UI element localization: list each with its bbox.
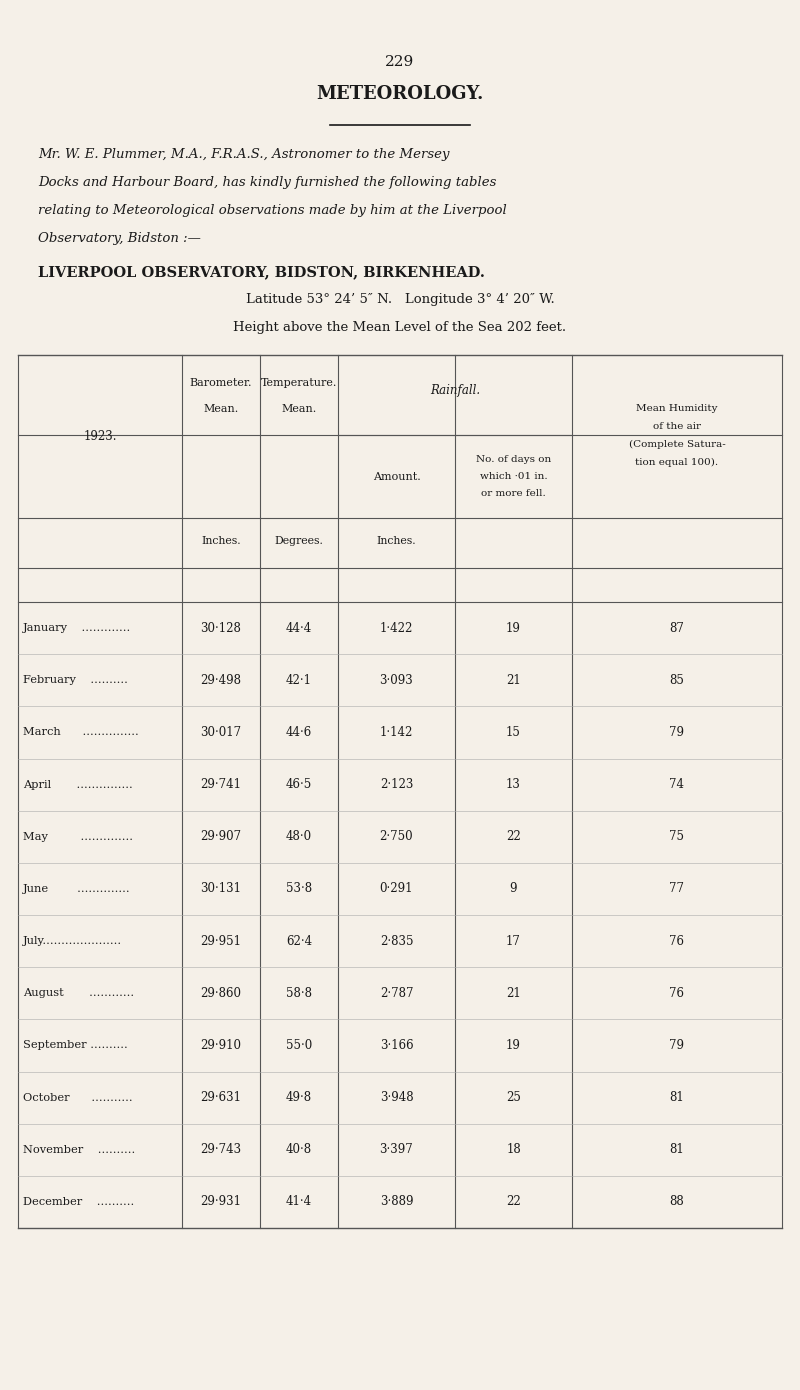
Text: September ..........: September .......... [23, 1041, 128, 1051]
Text: 25: 25 [506, 1091, 521, 1104]
Text: 76: 76 [670, 934, 685, 948]
Text: 76: 76 [670, 987, 685, 999]
Text: 79: 79 [670, 1038, 685, 1052]
Text: 229: 229 [386, 56, 414, 70]
Text: 49·8: 49·8 [286, 1091, 312, 1104]
Text: or more fell.: or more fell. [481, 489, 546, 498]
Text: 30·128: 30·128 [201, 621, 242, 635]
Text: 2·835: 2·835 [380, 934, 414, 948]
Text: Mean.: Mean. [203, 404, 238, 414]
Text: 58·8: 58·8 [286, 987, 312, 999]
Text: 62·4: 62·4 [286, 934, 312, 948]
Text: 29·860: 29·860 [201, 987, 242, 999]
Text: 1923.: 1923. [83, 430, 117, 443]
Text: 48·0: 48·0 [286, 830, 312, 844]
Text: October      ...........: October ........... [23, 1093, 133, 1102]
Text: 74: 74 [670, 778, 685, 791]
Text: tion equal 100).: tion equal 100). [635, 457, 718, 467]
Text: 22: 22 [506, 830, 521, 844]
Text: 81: 81 [670, 1143, 684, 1156]
Text: 41·4: 41·4 [286, 1195, 312, 1208]
Text: 77: 77 [670, 883, 685, 895]
Text: METEOROLOGY.: METEOROLOGY. [316, 85, 484, 103]
Text: 40·8: 40·8 [286, 1143, 312, 1156]
Text: Mean Humidity: Mean Humidity [636, 404, 718, 413]
Text: 75: 75 [670, 830, 685, 844]
Text: 30·017: 30·017 [201, 726, 242, 739]
Text: 88: 88 [670, 1195, 684, 1208]
Text: Inches.: Inches. [201, 537, 241, 546]
Text: 3·948: 3·948 [380, 1091, 414, 1104]
Text: January    .............: January ............. [23, 623, 131, 632]
Text: 29·631: 29·631 [201, 1091, 242, 1104]
Text: Mean.: Mean. [282, 404, 317, 414]
Text: 13: 13 [506, 778, 521, 791]
Text: 3·093: 3·093 [380, 674, 414, 687]
Text: August       ............: August ............ [23, 988, 134, 998]
Text: Observatory, Bidston :—: Observatory, Bidston :— [38, 232, 201, 245]
Text: 29·951: 29·951 [201, 934, 242, 948]
Text: 53·8: 53·8 [286, 883, 312, 895]
Text: Degrees.: Degrees. [274, 537, 323, 546]
Text: No. of days on: No. of days on [476, 455, 551, 464]
Text: 2·750: 2·750 [380, 830, 414, 844]
Text: 3·166: 3·166 [380, 1038, 414, 1052]
Text: 0·291: 0·291 [380, 883, 414, 895]
Text: April       ...............: April ............... [23, 780, 133, 790]
Text: 29·743: 29·743 [201, 1143, 242, 1156]
Text: 44·4: 44·4 [286, 621, 312, 635]
Text: Amount.: Amount. [373, 471, 420, 481]
Text: February    ..........: February .......... [23, 676, 128, 685]
Text: Mr. W. E. Plummer, M.A., F.R.A.S., Astronomer to the Mersey: Mr. W. E. Plummer, M.A., F.R.A.S., Astro… [38, 147, 450, 161]
Text: 1·142: 1·142 [380, 726, 413, 739]
Text: 17: 17 [506, 934, 521, 948]
Text: May         ..............: May .............. [23, 831, 133, 842]
Text: 79: 79 [670, 726, 685, 739]
Text: Rainfall.: Rainfall. [430, 384, 480, 396]
Text: Height above the Mean Level of the Sea 202 feet.: Height above the Mean Level of the Sea 2… [234, 321, 566, 334]
Text: 46·5: 46·5 [286, 778, 312, 791]
Text: 18: 18 [506, 1143, 521, 1156]
Text: 30·131: 30·131 [201, 883, 242, 895]
Text: June        ..............: June .............. [23, 884, 130, 894]
Text: 81: 81 [670, 1091, 684, 1104]
Text: Inches.: Inches. [377, 537, 416, 546]
Text: 29·907: 29·907 [201, 830, 242, 844]
Text: Latitude 53° 24’ 5″ N.   Longitude 3° 4’ 20″ W.: Latitude 53° 24’ 5″ N. Longitude 3° 4’ 2… [246, 293, 554, 306]
Text: which ·01 in.: which ·01 in. [480, 473, 547, 481]
Text: Barometer.: Barometer. [190, 378, 252, 388]
Text: 44·6: 44·6 [286, 726, 312, 739]
Text: relating to Meteorological observations made by him at the Liverpool: relating to Meteorological observations … [38, 204, 506, 217]
Text: 87: 87 [670, 621, 685, 635]
Text: 9: 9 [510, 883, 518, 895]
Text: (Complete Satura-: (Complete Satura- [629, 441, 726, 449]
Text: 21: 21 [506, 674, 521, 687]
Text: of the air: of the air [653, 423, 701, 431]
Text: 42·1: 42·1 [286, 674, 312, 687]
Text: 15: 15 [506, 726, 521, 739]
Text: 2·123: 2·123 [380, 778, 413, 791]
Text: 29·741: 29·741 [201, 778, 242, 791]
Text: July.....................: July..................... [23, 935, 122, 947]
Text: December    ..........: December .......... [23, 1197, 134, 1207]
Text: 19: 19 [506, 1038, 521, 1052]
Text: 55·0: 55·0 [286, 1038, 312, 1052]
Text: 85: 85 [670, 674, 685, 687]
Text: 21: 21 [506, 987, 521, 999]
Text: 2·787: 2·787 [380, 987, 414, 999]
Text: Temperature.: Temperature. [261, 378, 337, 388]
Text: 29·931: 29·931 [201, 1195, 242, 1208]
Text: November    ..........: November .......... [23, 1145, 135, 1155]
Text: 29·910: 29·910 [201, 1038, 242, 1052]
Text: 22: 22 [506, 1195, 521, 1208]
Text: Docks and Harbour Board, has kindly furnished the following tables: Docks and Harbour Board, has kindly furn… [38, 177, 496, 189]
Text: March      ...............: March ............... [23, 727, 138, 738]
Text: 19: 19 [506, 621, 521, 635]
Text: LIVERPOOL OBSERVATORY, BIDSTON, BIRKENHEAD.: LIVERPOOL OBSERVATORY, BIDSTON, BIRKENHE… [38, 265, 485, 279]
Text: 1·422: 1·422 [380, 621, 413, 635]
Text: 3·889: 3·889 [380, 1195, 414, 1208]
Text: 29·498: 29·498 [201, 674, 242, 687]
Text: 3·397: 3·397 [380, 1143, 414, 1156]
